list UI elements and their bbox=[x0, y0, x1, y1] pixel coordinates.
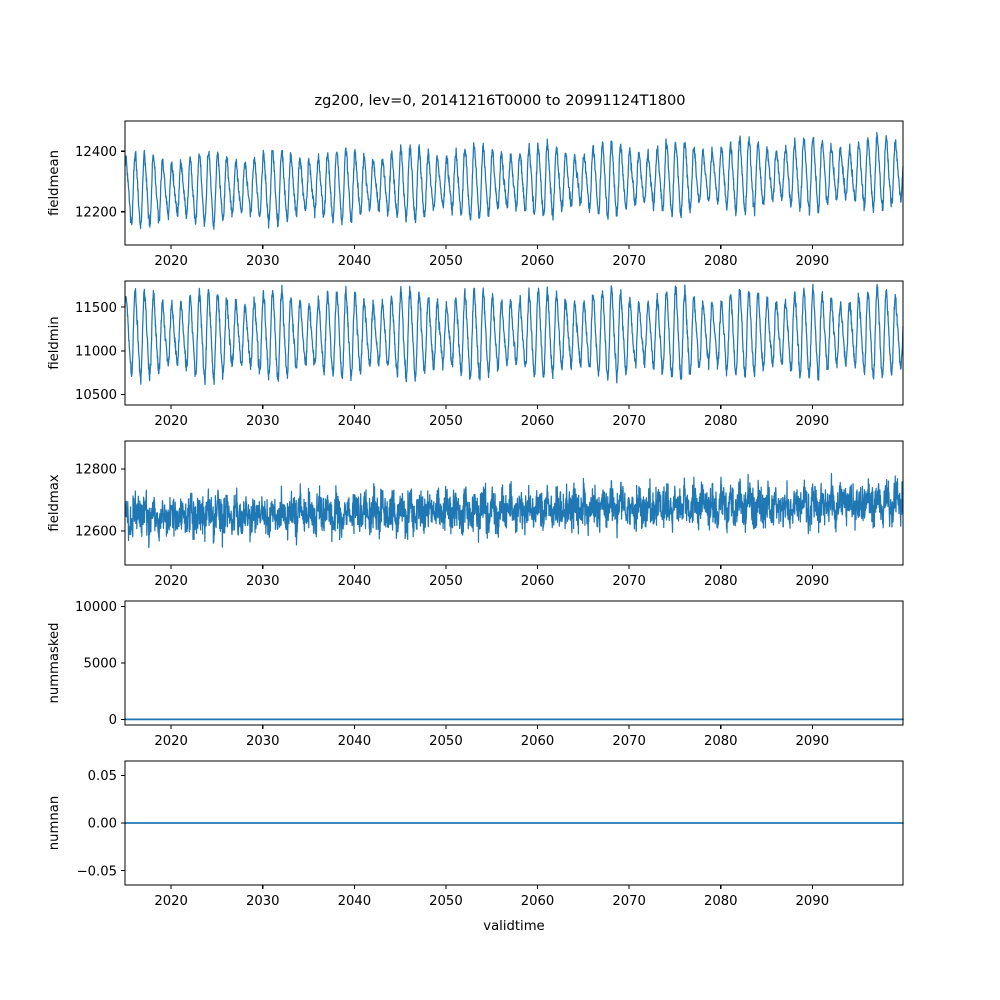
x-tick-label-fieldmean-6: 2080 bbox=[704, 254, 738, 269]
y-tick-label-nummasked-2: 10000 bbox=[75, 600, 117, 615]
panel-frame-numnan bbox=[124, 760, 904, 886]
series-line-fieldmin bbox=[124, 283, 904, 386]
x-tick-label-fieldmax-5: 2070 bbox=[612, 574, 646, 589]
y-tick-label-fieldmax-1: 12800 bbox=[75, 463, 117, 478]
x-tick-label-fieldmax-7: 2090 bbox=[796, 574, 830, 589]
panel-fieldmean: 12200 12400 2020 2030 2040 2050 2060 2070 2080 20… bbox=[47, 120, 904, 269]
panels-group: 12200 12400 2020 2030 2040 2050 2060 2070 2080 20… bbox=[47, 120, 904, 909]
panel-background-fieldmean bbox=[125, 121, 903, 245]
y-tick-label-numnan-0: −0.05 bbox=[77, 864, 117, 879]
y-axis-label-numnan: numnan bbox=[47, 796, 62, 850]
panel-background-nummasked bbox=[125, 601, 903, 725]
x-tick-label-numnan-7: 2090 bbox=[796, 894, 830, 909]
x-tick-label-fieldmax-4: 2060 bbox=[521, 574, 555, 589]
x-tick-label-fieldmean-0: 2020 bbox=[154, 254, 188, 269]
y-axis-label-fieldmax: fieldmax bbox=[47, 474, 62, 531]
x-tick-label-fieldmin-4: 2060 bbox=[521, 414, 555, 429]
x-tick-label-numnan-3: 2050 bbox=[429, 894, 463, 909]
panel-numnan: −0.05 0.00 0.05 2020 2030 2040 2050 2060 2070 208… bbox=[47, 760, 904, 909]
x-tick-label-fieldmin-2: 2040 bbox=[338, 414, 372, 429]
x-tick-label-numnan-6: 2080 bbox=[704, 894, 738, 909]
x-tick-label-fieldmean-3: 2050 bbox=[429, 254, 463, 269]
panel-fieldmax: 12600 12800 2020 2030 2040 2050 2060 2070 2080 20… bbox=[47, 440, 904, 589]
chart-title: zg200, lev=0, 20141216T0000 to 20991124T… bbox=[314, 92, 685, 109]
y-tick-label-numnan-2: 0.05 bbox=[88, 769, 117, 784]
x-tick-label-fieldmean-2: 2040 bbox=[338, 254, 372, 269]
x-tick-label-nummasked-1: 2030 bbox=[246, 734, 280, 749]
x-tick-label-fieldmean-5: 2070 bbox=[612, 254, 646, 269]
y-tick-label-fieldmean-1: 12400 bbox=[75, 145, 117, 160]
x-tick-label-fieldmax-0: 2020 bbox=[154, 574, 188, 589]
x-tick-label-nummasked-6: 2080 bbox=[704, 734, 738, 749]
y-tick-label-fieldmin-1: 11000 bbox=[75, 344, 117, 359]
x-tick-label-fieldmax-3: 2050 bbox=[429, 574, 463, 589]
x-tick-label-fieldmin-1: 2030 bbox=[246, 414, 280, 429]
panel-fieldmin: 10500 11000 11500 2020 2030 2040 2050 2060 2070 2… bbox=[47, 280, 904, 429]
x-tick-label-numnan-4: 2060 bbox=[521, 894, 555, 909]
x-tick-label-nummasked-4: 2060 bbox=[521, 734, 555, 749]
x-tick-label-nummasked-5: 2070 bbox=[612, 734, 646, 749]
x-tick-label-numnan-1: 2030 bbox=[246, 894, 280, 909]
x-tick-label-nummasked-0: 2020 bbox=[154, 734, 188, 749]
x-tick-label-fieldmean-4: 2060 bbox=[521, 254, 555, 269]
y-tick-label-nummasked-1: 5000 bbox=[83, 657, 117, 672]
x-tick-label-fieldmax-6: 2080 bbox=[704, 574, 738, 589]
y-axis-label-fieldmin: fieldmin bbox=[47, 316, 62, 369]
x-tick-label-numnan-2: 2040 bbox=[338, 894, 372, 909]
x-tick-label-numnan-0: 2020 bbox=[154, 894, 188, 909]
x-tick-label-fieldmin-3: 2050 bbox=[429, 414, 463, 429]
x-tick-label-fieldmin-0: 2020 bbox=[154, 414, 188, 429]
panel-frame-fieldmax bbox=[124, 440, 904, 566]
y-axis-label-fieldmean: fieldmean bbox=[47, 150, 62, 216]
panel-nummasked: 0 5000 10000 2020 2030 2040 2050 2060 2070 2080 20… bbox=[47, 600, 904, 749]
panel-frame-fieldmin bbox=[124, 280, 904, 406]
y-axis-label-nummasked: nummasked bbox=[47, 622, 62, 703]
x-tick-label-numnan-5: 2070 bbox=[612, 894, 646, 909]
y-tick-label-fieldmin-2: 11500 bbox=[75, 301, 117, 316]
y-tick-label-fieldmax-0: 12600 bbox=[75, 525, 117, 540]
x-tick-label-fieldmax-2: 2040 bbox=[338, 574, 372, 589]
y-tick-label-fieldmean-0: 12200 bbox=[75, 205, 117, 220]
y-tick-label-nummasked-0: 0 bbox=[109, 713, 117, 728]
panel-frame-nummasked bbox=[124, 600, 904, 726]
x-tick-label-nummasked-3: 2050 bbox=[429, 734, 463, 749]
panel-frame-fieldmean bbox=[124, 120, 904, 246]
y-tick-label-fieldmin-0: 10500 bbox=[75, 388, 117, 403]
series-line-fieldmax bbox=[124, 472, 904, 549]
x-tick-label-fieldmax-1: 2030 bbox=[246, 574, 280, 589]
series-line-fieldmean bbox=[124, 131, 904, 230]
x-tick-label-fieldmin-5: 2070 bbox=[612, 414, 646, 429]
x-axis-label: validtime bbox=[483, 919, 544, 934]
x-tick-label-fieldmean-1: 2030 bbox=[246, 254, 280, 269]
x-tick-label-nummasked-7: 2090 bbox=[796, 734, 830, 749]
x-tick-label-fieldmin-7: 2090 bbox=[796, 414, 830, 429]
x-tick-label-nummasked-2: 2040 bbox=[338, 734, 372, 749]
x-tick-label-fieldmin-6: 2080 bbox=[704, 414, 738, 429]
x-tick-label-fieldmean-7: 2090 bbox=[796, 254, 830, 269]
y-tick-label-numnan-1: 0.00 bbox=[88, 817, 117, 832]
